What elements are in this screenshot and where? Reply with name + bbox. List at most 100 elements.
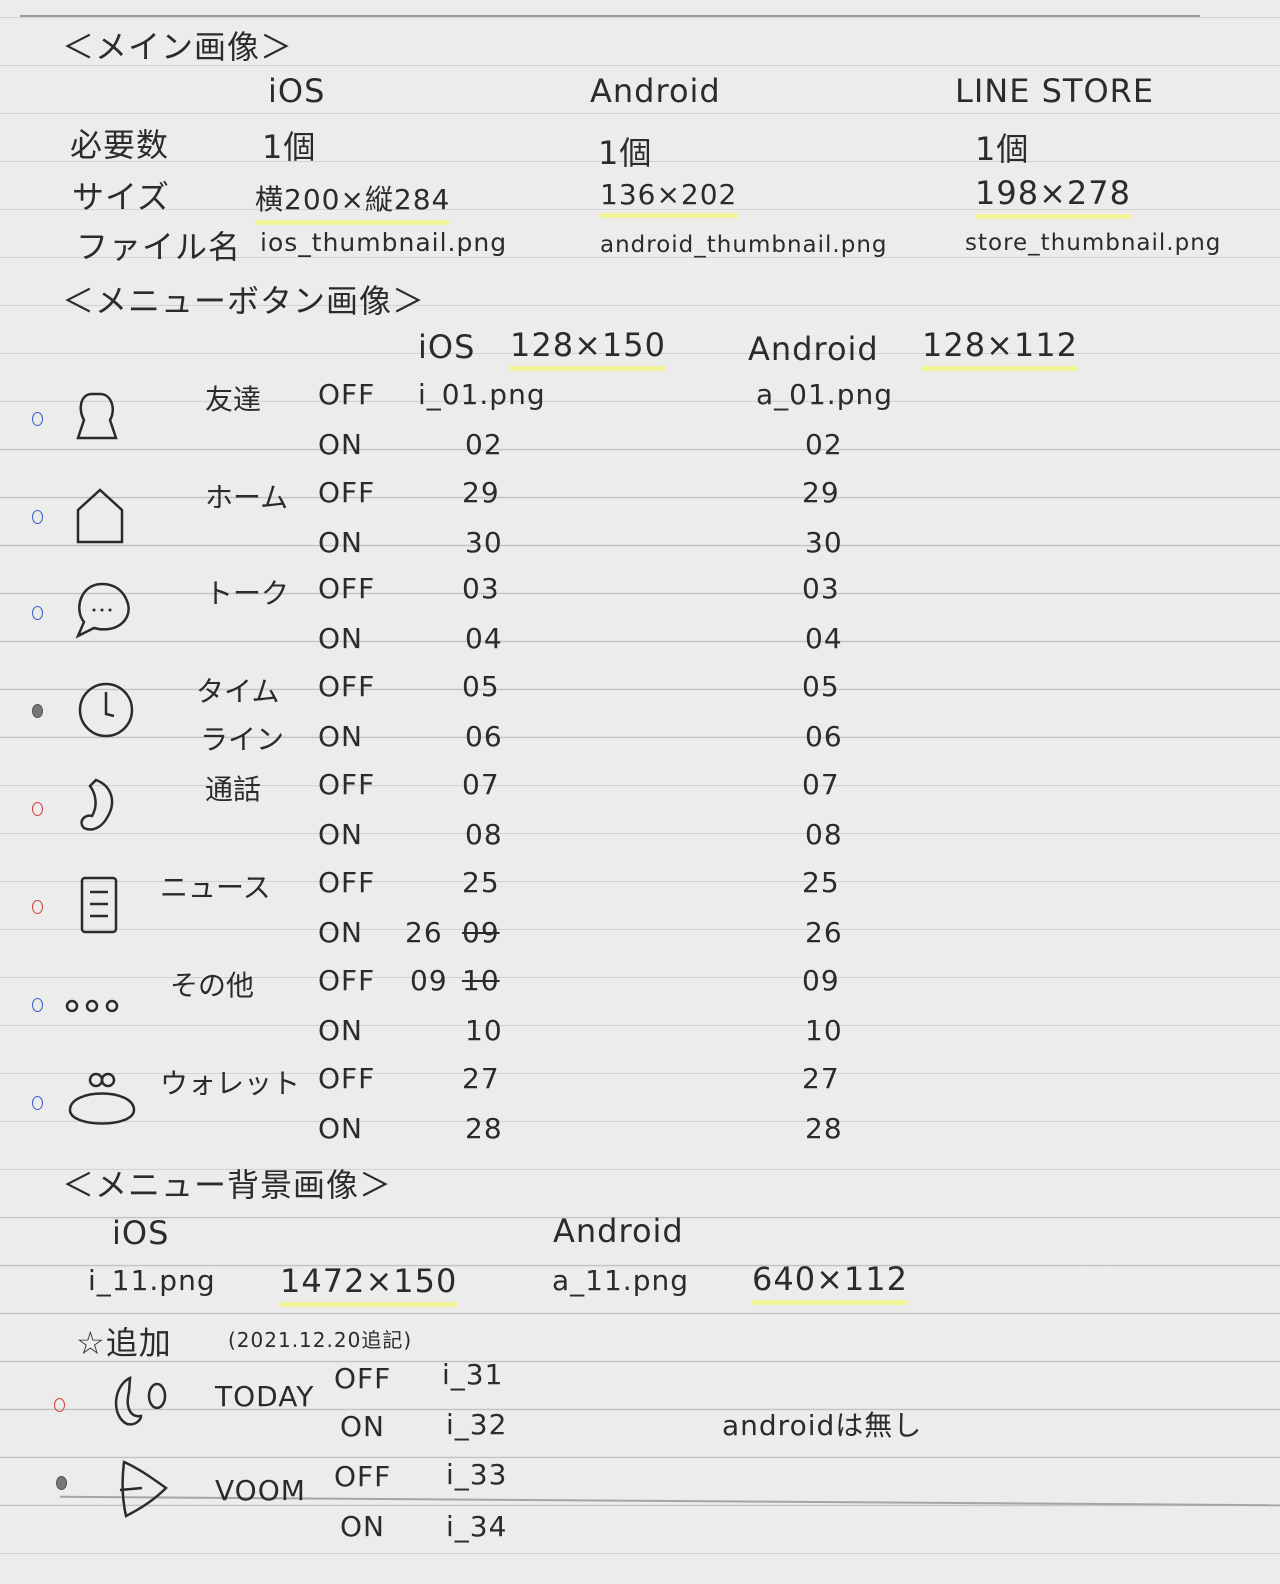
voom-label: VOOM xyxy=(215,1474,306,1507)
addition-title: ☆追加 xyxy=(76,1324,172,1362)
on-label: ON xyxy=(318,818,363,851)
count-android: 1個 xyxy=(598,134,653,172)
binder-dot xyxy=(32,412,43,426)
android-off-file: 03 xyxy=(802,572,840,605)
menu-item-name: トーク xyxy=(205,577,290,610)
ios-on-file: 30 xyxy=(465,526,503,559)
off-label: OFF xyxy=(318,378,376,411)
android-on-file: 04 xyxy=(805,622,843,655)
binder-dot xyxy=(32,900,43,914)
android-off-file: 09 xyxy=(802,964,840,997)
col-ios: iOS xyxy=(268,72,326,110)
today-icon xyxy=(114,1375,167,1426)
main-image-title: ＜メイン画像＞ xyxy=(62,28,294,66)
off-label: OFF xyxy=(318,572,376,605)
android-off-file: a_01.png xyxy=(756,378,893,411)
menu-item-name: 友達 xyxy=(205,383,262,416)
count-store: 1個 xyxy=(975,130,1030,168)
binder-dot xyxy=(32,510,43,524)
menu-buttons-title: ＜メニューボタン画像＞ xyxy=(62,282,426,320)
top-rule xyxy=(20,15,1200,17)
more-icon xyxy=(65,999,119,1013)
talk-icon xyxy=(75,582,130,639)
menu-ios-header: iOS xyxy=(418,328,476,366)
off-label: OFF xyxy=(318,964,376,997)
ios-off-struck: 10 xyxy=(462,964,500,997)
ios-on-file: 10 xyxy=(465,1014,503,1047)
off-label: OFF xyxy=(318,768,376,801)
android-on-file: 28 xyxy=(805,1112,843,1145)
android-on-file: 08 xyxy=(805,818,843,851)
news-icon xyxy=(80,876,118,934)
size-android: 136×202 xyxy=(600,178,738,218)
menu-background-title: ＜メニュー背景画像＞ xyxy=(62,1166,393,1204)
menu-item-name: 通話 xyxy=(205,773,262,806)
on-label: ON xyxy=(318,916,363,949)
row-label-count: 必要数 xyxy=(70,126,170,164)
size-store: 198×278 xyxy=(975,174,1131,219)
phone-icon xyxy=(80,778,114,831)
ios-on-file: 04 xyxy=(465,622,503,655)
bg-android-header: Android xyxy=(553,1212,684,1250)
android-none-note: androidは無し xyxy=(722,1409,923,1442)
today-on-label: ON xyxy=(340,1410,385,1443)
today-label: TODAY xyxy=(215,1380,315,1413)
row-label-filename: ファイル名 xyxy=(76,228,242,266)
android-on-file: 30 xyxy=(805,526,843,559)
on-label: ON xyxy=(318,428,363,461)
voom-icon xyxy=(119,1460,168,1518)
binder-dot xyxy=(32,704,43,718)
bg-ios-file: i_11.png xyxy=(88,1264,216,1297)
voom-ios-off: i_33 xyxy=(446,1458,508,1491)
row-label-size: サイズ xyxy=(72,178,171,216)
android-off-file: 25 xyxy=(802,866,840,899)
menu-ios-size: 128×150 xyxy=(510,326,666,371)
binder-dot xyxy=(32,998,43,1012)
menu-item-name: ライン xyxy=(200,723,285,756)
menu-android-header: Android xyxy=(748,330,879,368)
col-android: Android xyxy=(590,72,721,110)
col-line-store: LINE STORE xyxy=(955,72,1155,110)
android-off-file: 27 xyxy=(802,1062,840,1095)
ios-on-struck: 09 xyxy=(462,916,500,949)
filename-store: store_thumbnail.png xyxy=(965,230,1222,256)
off-label: OFF xyxy=(318,670,376,703)
ios-off-file: 03 xyxy=(462,572,500,605)
today-off-label: OFF xyxy=(334,1362,392,1395)
ios-off-file: 25 xyxy=(462,866,500,899)
ios-off-file: 05 xyxy=(462,670,500,703)
binder-dot xyxy=(54,1398,65,1412)
ios-on-file: 26 xyxy=(405,916,443,949)
android-on-file: 26 xyxy=(805,916,843,949)
ios-off-file: 09 xyxy=(410,964,448,997)
off-label: OFF xyxy=(318,476,376,509)
size-ios: 横200×縦284 xyxy=(255,178,451,225)
ios-off-file: 07 xyxy=(462,768,500,801)
on-label: ON xyxy=(318,1014,363,1047)
android-off-file: 29 xyxy=(802,476,840,509)
bg-ios-header: iOS xyxy=(112,1214,170,1252)
addition-note: (2021.12.20追記) xyxy=(228,1328,413,1352)
ios-on-file: 06 xyxy=(465,720,503,753)
today-ios-off: i_31 xyxy=(442,1358,504,1391)
android-on-file: 02 xyxy=(805,428,843,461)
menu-item-name: ホーム xyxy=(205,481,289,514)
bg-android-size: 640×112 xyxy=(752,1260,908,1305)
menu-item-name: ニュース xyxy=(160,871,271,904)
voom-on-label: ON xyxy=(340,1510,385,1543)
home-icon xyxy=(76,488,124,544)
ios-on-file: 02 xyxy=(465,428,503,461)
wallet-icon xyxy=(68,1072,136,1125)
on-label: ON xyxy=(318,1112,363,1145)
on-label: ON xyxy=(318,720,363,753)
bg-android-file: a_11.png xyxy=(552,1264,689,1297)
ios-on-file: 28 xyxy=(465,1112,503,1145)
on-label: ON xyxy=(318,526,363,559)
voom-ios-on: i_34 xyxy=(446,1510,508,1543)
off-label: OFF xyxy=(318,866,376,899)
menu-item-name: その他 xyxy=(170,969,255,1002)
binder-dot xyxy=(56,1476,67,1490)
on-label: ON xyxy=(318,622,363,655)
binder-dot xyxy=(32,606,43,620)
